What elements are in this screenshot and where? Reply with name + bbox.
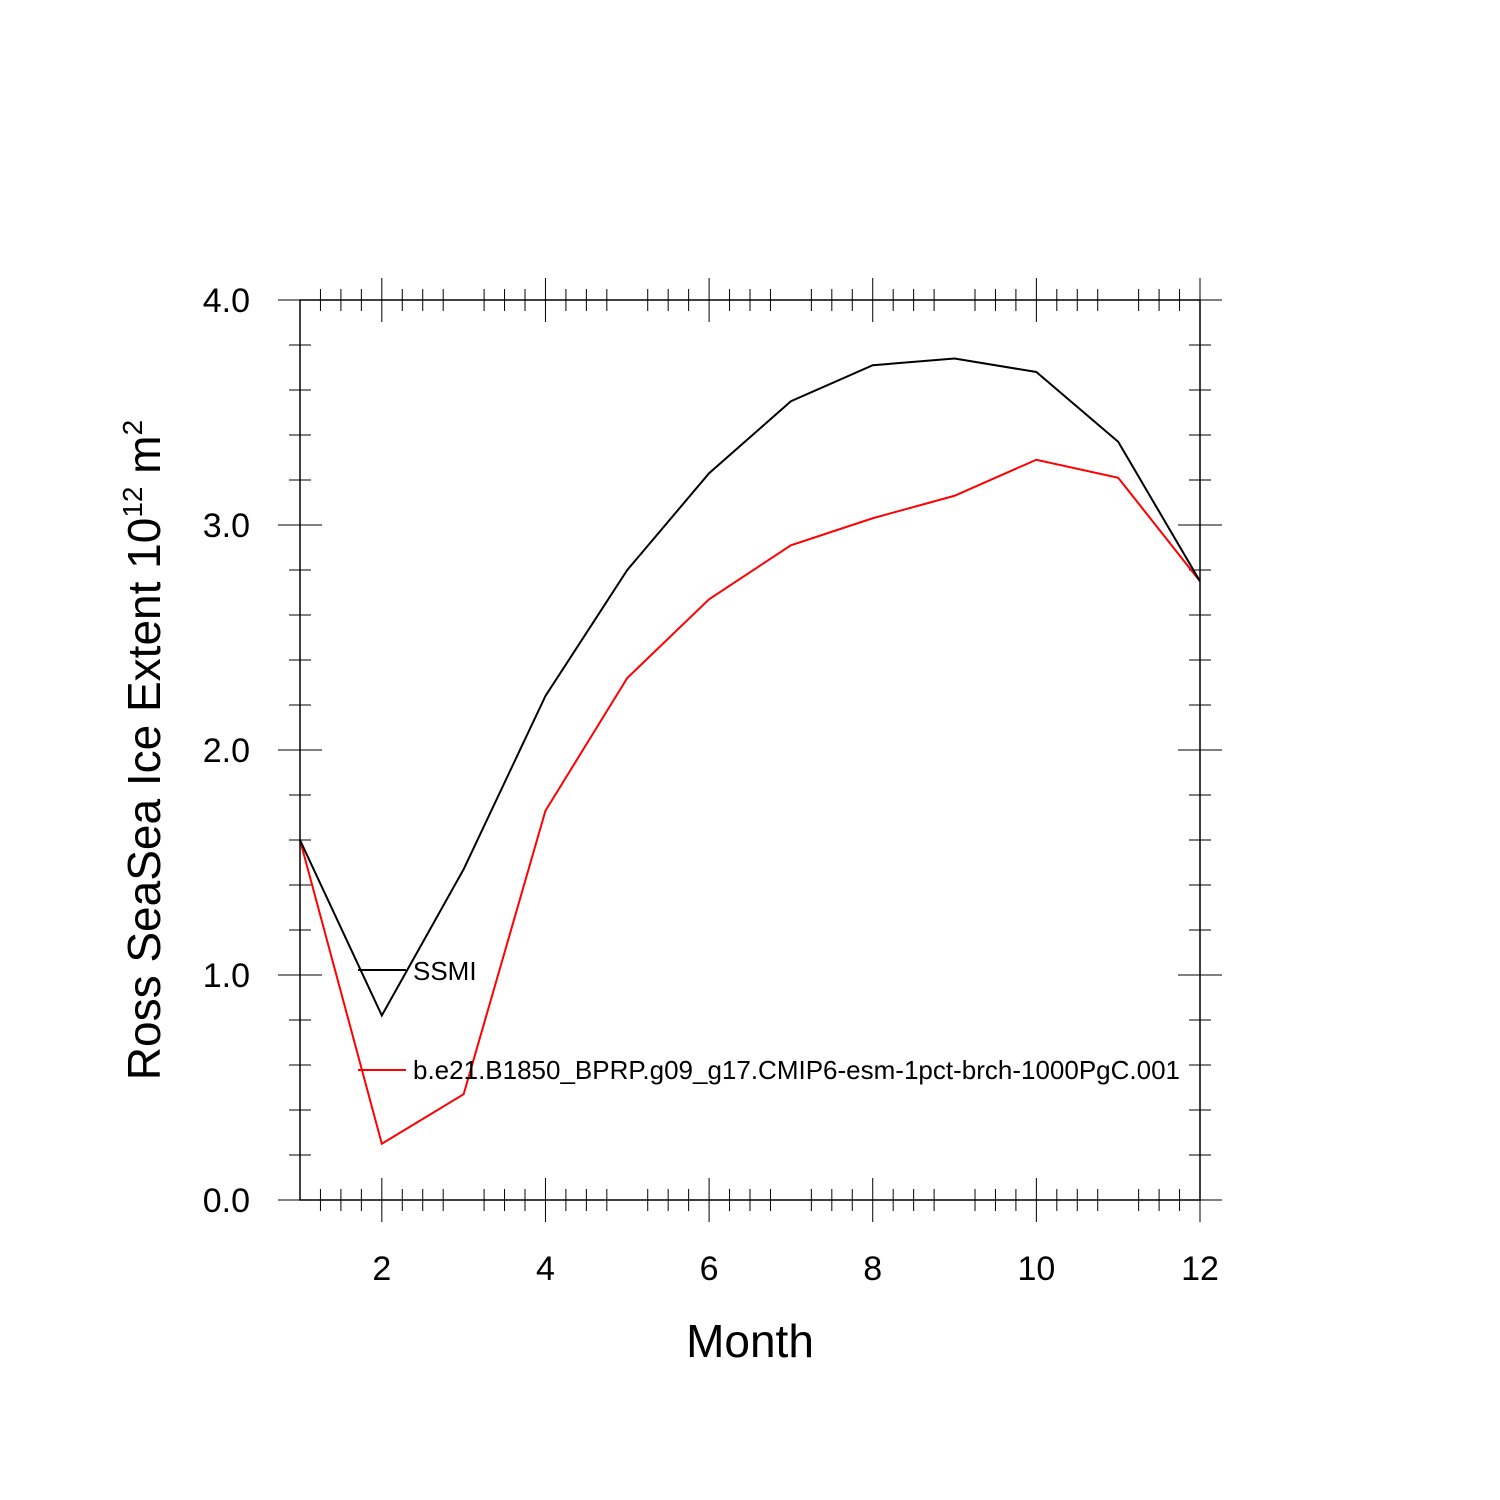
y-tick-label: 4.0 (203, 282, 250, 320)
y-tick-label: 2.0 (203, 732, 250, 770)
x-tick-label: 6 (700, 1250, 719, 1288)
plot-frame (299, 299, 1201, 1201)
x-tick-label: 12 (1181, 1250, 1219, 1288)
y-tick-label: 1.0 (203, 957, 250, 995)
y-axis-title: Ross SeaSea Ice Extent 1012 m2 (117, 420, 170, 1080)
legend: SSMI b.e21.B1850_BPRP.g09_g17.CMIP6-esm-… (358, 956, 1180, 1085)
y-tick-label: 0.0 (203, 1182, 250, 1220)
x-tick-label: 4 (536, 1250, 555, 1288)
series-line-model (299, 458, 1201, 1146)
legend-label-ssmi: SSMI (413, 956, 477, 986)
x-tick-label: 8 (863, 1250, 882, 1288)
x-tick-label: 2 (372, 1250, 391, 1288)
series-lines (299, 357, 1201, 1146)
y-axis-title-exponent: 12 (117, 486, 148, 517)
legend-label-model: b.e21.B1850_BPRP.g09_g17.CMIP6-esm-1pct-… (413, 1055, 1180, 1085)
x-tick-label: 10 (1017, 1250, 1055, 1288)
y-tick-label: 3.0 (203, 507, 250, 545)
y-axis-title-unit-exponent: 2 (117, 420, 148, 436)
x-axis-title: Month (686, 1315, 814, 1367)
tick-labels: 2 4 6 8 10 12 0.0 1.0 2.0 3.0 4.0 (203, 282, 1219, 1288)
y-axis-title-main: Ross SeaSea Ice Extent 10 (118, 518, 170, 1081)
series-line-ssmi (299, 357, 1201, 1018)
y-axis-title-unit: m (118, 435, 170, 486)
